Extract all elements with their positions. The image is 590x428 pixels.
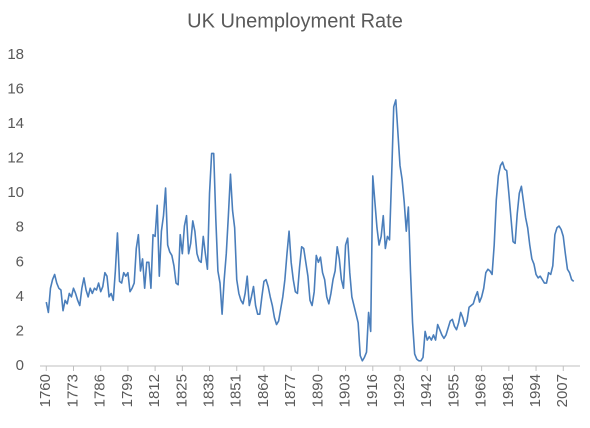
x-tick-label: 1825 bbox=[173, 374, 190, 407]
x-tick-label: 1903 bbox=[337, 374, 354, 407]
x-tick-label: 1929 bbox=[391, 374, 408, 407]
x-tick-label: 1890 bbox=[309, 374, 326, 407]
x-tick-label: 1864 bbox=[255, 374, 272, 407]
y-tick-label: 14 bbox=[7, 115, 24, 132]
x-tick-label: 2007 bbox=[554, 374, 571, 407]
x-tick-label: 1916 bbox=[364, 374, 381, 407]
y-tick-label: 10 bbox=[7, 184, 24, 201]
y-tick-label: 16 bbox=[7, 81, 24, 98]
x-tick-label: 1786 bbox=[92, 374, 109, 407]
y-tick-label: 2 bbox=[16, 322, 24, 339]
y-tick-label: 8 bbox=[16, 219, 24, 236]
x-tick-label: 1942 bbox=[418, 374, 435, 407]
x-tick-label: 1994 bbox=[527, 374, 544, 407]
chart-title: UK Unemployment Rate bbox=[187, 10, 403, 32]
x-tick-label: 1838 bbox=[201, 374, 218, 407]
x-tick-label: 1773 bbox=[64, 374, 81, 407]
y-tick-label: 0 bbox=[16, 357, 24, 374]
x-tick-label: 1955 bbox=[445, 374, 462, 407]
x-tick-label: 1851 bbox=[228, 374, 245, 407]
y-tick-label: 4 bbox=[16, 288, 24, 305]
x-tick-label: 1981 bbox=[500, 374, 517, 407]
x-tick-label: 1968 bbox=[473, 374, 490, 407]
x-tick-label: 1760 bbox=[37, 374, 54, 407]
x-tick-label: 1812 bbox=[146, 374, 163, 407]
x-tick-label: 1799 bbox=[119, 374, 136, 407]
y-tick-label: 6 bbox=[16, 253, 24, 270]
y-tick-label: 12 bbox=[7, 150, 24, 167]
y-tick-label: 18 bbox=[7, 46, 24, 63]
x-tick-label: 1877 bbox=[282, 374, 299, 407]
data-line bbox=[45, 99, 575, 362]
